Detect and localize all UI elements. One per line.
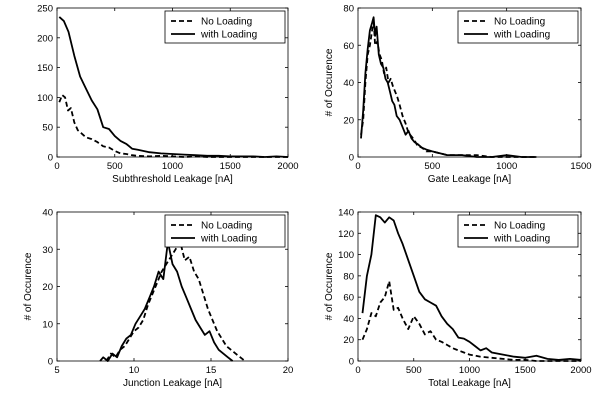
chart-panel-4: 0 500 1000 1500 2000 0 20 40 60 80 100 120 140 Total … <box>324 208 592 390</box>
x-tick-label: 1500 <box>570 161 591 172</box>
legend-label: No Loading <box>494 17 545 28</box>
legend-label: No Loading <box>201 17 252 28</box>
y-axis-label: # of Occurence <box>23 252 34 320</box>
legend-box <box>457 10 579 44</box>
series-line-no-loading <box>105 240 246 362</box>
legend-label: with Loading <box>493 234 550 245</box>
x-tick-label: 20 <box>283 365 294 376</box>
legend-label: No Loading <box>201 221 252 232</box>
y-tick-label: 80 <box>343 271 354 282</box>
series-line-with-loading <box>360 16 537 158</box>
x-tick-label: 0 <box>54 161 59 172</box>
x-tick-label: 1000 <box>162 161 183 172</box>
legend: No Loading with Loading <box>457 10 579 44</box>
chart-panel-3: 5 10 15 20 0 10 20 30 40 Junction Leakage [nA] # o… <box>23 208 293 390</box>
y-tick-label: 0 <box>48 153 53 164</box>
y-tick-label: 20 <box>343 115 354 126</box>
legend-label: with Loading <box>200 234 257 245</box>
y-tick-label: 250 <box>37 4 53 15</box>
y-tick-label: 40 <box>343 78 354 89</box>
y-tick-label: 60 <box>343 41 354 52</box>
x-tick-label: 0 <box>355 365 360 376</box>
x-tick-label: 2000 <box>570 365 591 376</box>
x-tick-label: 500 <box>406 365 422 376</box>
legend-label: No Loading <box>494 221 545 232</box>
y-tick-label: 140 <box>338 208 354 219</box>
chart-panel-2: 0 500 1000 1500 0 20 40 60 80 Gate Leakage [nA] # … <box>324 4 592 186</box>
x-axis-label: Junction Leakage [nA] <box>123 378 222 389</box>
y-tick-label: 0 <box>48 357 53 368</box>
y-tick-label: 10 <box>42 319 53 330</box>
x-tick-label: 1500 <box>515 365 536 376</box>
x-tick-label: 500 <box>424 161 440 172</box>
y-tick-label: 20 <box>343 335 354 346</box>
x-tick-label: 2000 <box>277 161 298 172</box>
x-tick-label: 1000 <box>496 161 517 172</box>
y-tick-label: 200 <box>37 33 53 44</box>
y-tick-label: 120 <box>338 229 354 240</box>
x-tick-label: 0 <box>355 161 360 172</box>
x-tick-label: 1000 <box>459 365 480 376</box>
y-tick-label: 40 <box>42 208 53 219</box>
series-line-no-loading <box>361 280 581 362</box>
legend: No Loading with Loading <box>164 10 286 44</box>
x-axis-label: Subthreshold Leakage [nA] <box>112 174 233 185</box>
y-tick-label: 80 <box>343 4 354 15</box>
legend-label: with Loading <box>493 30 550 41</box>
y-tick-label: 40 <box>343 314 354 325</box>
series-line-with-loading <box>99 240 234 362</box>
legend: No Loading with Loading <box>164 214 286 248</box>
x-tick-label: 15 <box>206 365 217 376</box>
y-tick-label: 60 <box>343 293 354 304</box>
x-tick-label: 10 <box>129 365 140 376</box>
x-tick-label: 5 <box>54 365 59 376</box>
y-tick-label: 20 <box>42 282 53 293</box>
x-axis-label: Total Leakage [nA] <box>428 378 511 389</box>
legend-box <box>164 10 286 44</box>
y-axis-label: # of Occurence <box>324 48 335 116</box>
series-line-with-loading <box>361 214 582 361</box>
legend-label: with Loading <box>200 30 257 41</box>
y-tick-label: 0 <box>349 153 354 164</box>
x-axis-label: Gate Leakage [nA] <box>428 174 512 185</box>
y-tick-label: 50 <box>42 123 53 134</box>
y-tick-label: 0 <box>349 357 354 368</box>
y-tick-label: 30 <box>42 245 53 256</box>
x-tick-label: 1500 <box>220 161 241 172</box>
y-tick-label: 100 <box>37 93 53 104</box>
chart-panel-1: 0 500 1000 1500 2000 0 50 100 150 200 250 Subthresh… <box>37 4 298 186</box>
y-tick-label: 100 <box>338 250 354 261</box>
legend-box <box>164 214 286 248</box>
series-line-with-loading <box>58 16 289 158</box>
x-tick-label: 500 <box>107 161 123 172</box>
legend: No Loading with Loading <box>457 214 579 248</box>
legend-box <box>457 214 579 248</box>
y-axis-label: # of Occurence <box>324 252 335 320</box>
y-tick-label: 150 <box>37 63 53 74</box>
